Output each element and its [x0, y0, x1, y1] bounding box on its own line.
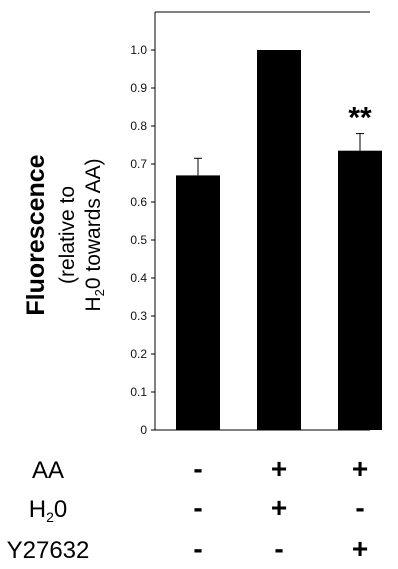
bar	[257, 50, 301, 430]
treatment-minus: -	[274, 533, 283, 564]
treatment-row-label-text: Y27632	[7, 537, 90, 564]
y-axis-label-line3-prefix: H	[82, 296, 105, 311]
treatment-minus: -	[193, 453, 202, 484]
treatment-plus: +	[271, 453, 287, 484]
treatment-row-label-rest: 0	[54, 496, 67, 523]
significance-markers: **	[348, 102, 372, 135]
treatment-row-label: AA	[32, 457, 64, 484]
y-tick-label: 0.1	[130, 385, 147, 399]
y-tick-label: 0.3	[130, 309, 147, 323]
error-bars	[194, 133, 364, 176]
y-tick-label: 1.0	[130, 43, 147, 57]
y-tick-label: 0.9	[130, 81, 147, 95]
treatment-table: AA - + + H20 - + - Y27632 - - +	[7, 453, 369, 564]
treatment-row-label: H20	[29, 496, 68, 525]
y-axis-label-line2: (relative to	[56, 186, 79, 284]
treatment-row-label-text: H	[29, 496, 46, 523]
y-tick-label: 0.2	[130, 347, 147, 361]
treatment-plus: +	[271, 492, 287, 523]
bar	[338, 150, 382, 430]
y-tick-label: 0.6	[130, 195, 147, 209]
y-axis-label-main: Fluorescence	[22, 154, 50, 315]
y-tick-label: 0	[140, 423, 147, 437]
treatment-row-label-text: AA	[32, 457, 64, 484]
treatment-minus: -	[193, 533, 202, 564]
y-axis-label-line3-rest: 0 towards AA)	[82, 158, 105, 289]
y-tick-label: 0.7	[130, 157, 147, 171]
significance-mark: **	[348, 102, 372, 135]
y-axis-label-line3-subscript: 2	[92, 289, 107, 296]
treatment-row-label-subscript: 2	[46, 509, 54, 525]
treatment-row-label: Y27632	[7, 537, 90, 564]
y-axis-label-line3: H20 towards AA)	[82, 158, 107, 311]
y-tick-label: 0.4	[130, 271, 147, 285]
treatment-minus: -	[355, 492, 364, 523]
treatment-plus: +	[352, 453, 368, 484]
y-tick-label: 0.8	[130, 119, 147, 133]
bar	[176, 175, 220, 430]
bars	[176, 50, 382, 430]
y-ticks: 0 0.1 0.2 0.3 0.4 0.5 0.6 0.7 0.8 0.9 1.0	[130, 43, 155, 437]
treatment-plus: +	[352, 533, 368, 564]
y-tick-label: 0.5	[130, 233, 147, 247]
treatment-minus: -	[193, 492, 202, 523]
